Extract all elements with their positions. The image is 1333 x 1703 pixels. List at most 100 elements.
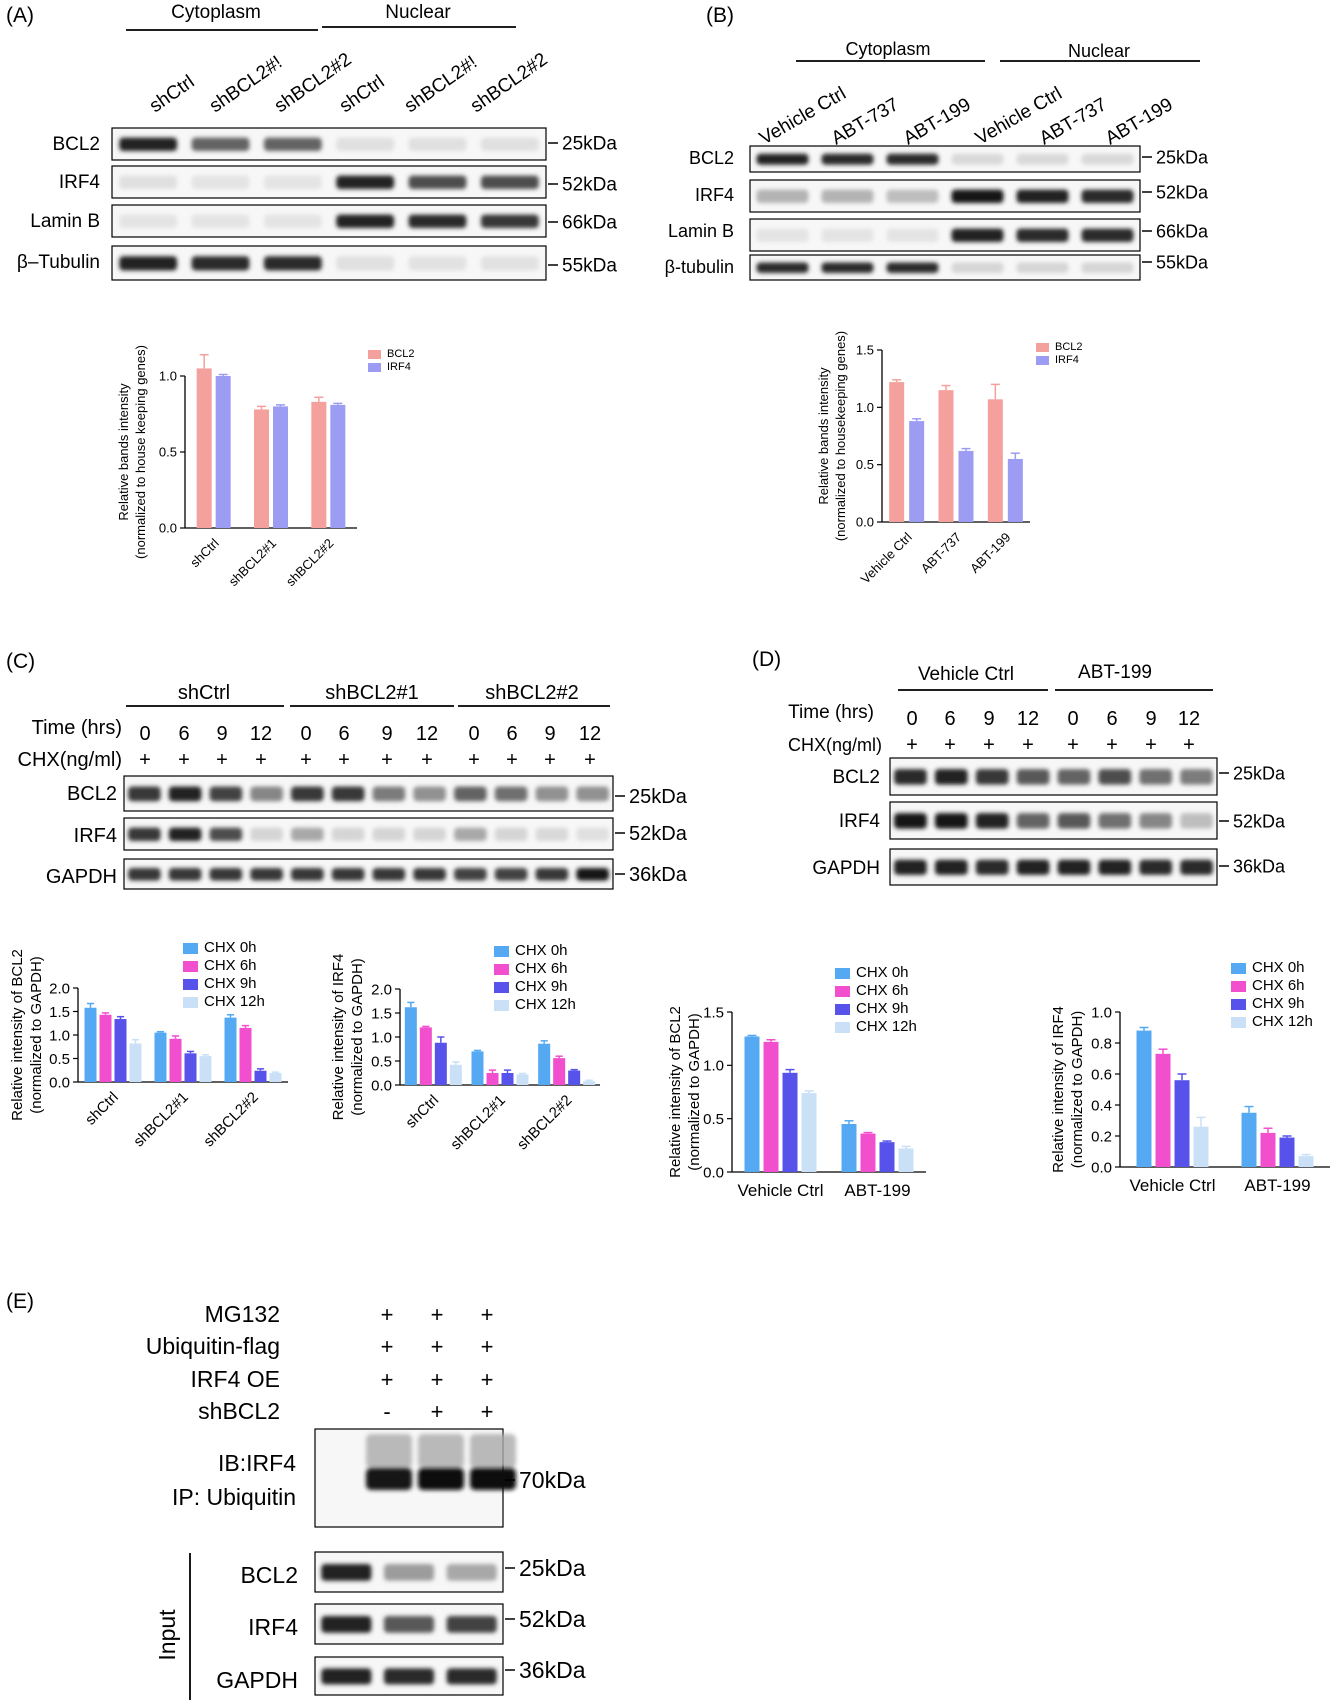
legend-swatch	[1036, 356, 1049, 365]
band	[1057, 769, 1091, 785]
legend-entry: CHX 12h	[204, 993, 265, 1010]
y-tick-label: 0.6	[1091, 1066, 1112, 1083]
row-label: BCL2	[52, 134, 100, 155]
bar-chx-12h	[1193, 1126, 1209, 1167]
smear	[366, 1434, 412, 1468]
band	[756, 153, 809, 165]
y-tick-label: 0.0	[703, 1164, 724, 1181]
bar-chx-9h	[434, 1042, 447, 1085]
condition-value: +	[381, 1302, 394, 1327]
row-label: BCL2	[67, 783, 117, 805]
band	[1016, 262, 1069, 273]
band	[576, 786, 609, 802]
bar-chx-0h	[744, 1036, 760, 1172]
band	[413, 827, 446, 842]
time-value: 12	[250, 723, 272, 745]
x-tick-label: Vehicle Ctrl	[738, 1181, 824, 1200]
bar-chx-0h	[1241, 1112, 1257, 1167]
legend-entry: CHX 9h	[515, 978, 568, 995]
band	[336, 214, 395, 229]
band	[1081, 228, 1134, 243]
bar-chx-6h	[553, 1058, 566, 1085]
band	[1057, 859, 1091, 875]
band	[128, 868, 161, 881]
bar-chx-6h	[419, 1027, 432, 1085]
band	[128, 827, 161, 842]
condition-value: +	[431, 1302, 444, 1327]
band	[291, 786, 324, 802]
band	[119, 175, 178, 190]
mw-label: 36kDa	[1233, 856, 1286, 876]
mw-label: 52kDa	[519, 1606, 586, 1632]
row-label: GAPDH	[812, 858, 880, 879]
band	[331, 827, 365, 842]
mw-marker: 25kDa	[548, 134, 617, 155]
blot-B-0	[749, 145, 1141, 173]
legend-swatch	[368, 350, 381, 359]
row-label: Lamin B	[30, 211, 100, 232]
bar-chx-6h	[169, 1038, 182, 1082]
y-axis-label-line1: Relative intensity of BCL2	[9, 949, 26, 1121]
band	[951, 262, 1004, 273]
time-value: 6	[944, 708, 955, 730]
x-tick-label: ABT-737	[918, 530, 964, 576]
bar-irf4	[909, 421, 925, 522]
band	[886, 189, 939, 204]
mw-label: 25kDa	[1156, 147, 1209, 167]
group-label: Nuclear	[385, 2, 451, 23]
band	[1081, 153, 1134, 165]
chx-value: +	[216, 749, 228, 771]
time-value: 12	[1017, 708, 1039, 730]
mw-label: 55kDa	[1156, 252, 1209, 272]
legend-swatch	[835, 1022, 850, 1033]
bar-chart-D-BCL2: 0.0 0.5 1.0 1.5 Vehicle Ctrl ABT-199 Relative …	[667, 964, 926, 1200]
time-value: 0	[139, 723, 150, 745]
x-tick-label: Vehicle Ctrl	[858, 529, 915, 586]
y-tick-label: 0.2	[1091, 1128, 1112, 1145]
band	[934, 769, 968, 785]
mw-marker: 55kDa	[1142, 252, 1209, 272]
chx-value: +	[1022, 734, 1034, 756]
band	[480, 214, 539, 229]
band	[336, 137, 395, 152]
lane-label: shBCL2#2	[467, 49, 552, 117]
band	[480, 175, 539, 190]
band	[1180, 769, 1213, 785]
y-tick-label: 1.0	[159, 369, 177, 384]
bar-irf4	[330, 404, 346, 528]
bar-chx-9h	[254, 1070, 267, 1082]
chx-value: +	[1183, 734, 1195, 756]
ip-label: IP: Ubiquitin	[172, 1484, 296, 1510]
band	[1139, 813, 1173, 829]
band	[191, 137, 250, 152]
panel-label-D: (D)	[752, 648, 781, 671]
panel-label-E: (E)	[6, 1290, 34, 1313]
chx-value: +	[468, 749, 480, 771]
mw-marker: 25kDa	[615, 786, 688, 808]
chx-value: +	[944, 734, 956, 756]
band	[1016, 769, 1050, 785]
y-axis-label-line2: (normalized to house keeping genes)	[133, 345, 148, 559]
bar-chx-6h	[1260, 1132, 1276, 1167]
x-tick-label: ABT-199	[967, 530, 1013, 576]
condition-value: +	[381, 1334, 394, 1359]
blot-A-3	[111, 245, 547, 281]
x-tick-label: shBCL2#1	[130, 1089, 192, 1151]
legend-swatch	[368, 363, 381, 372]
band	[263, 256, 322, 271]
mw-marker: 36kDa	[505, 1657, 586, 1683]
bar-chx-12h	[269, 1073, 282, 1082]
lane-label: shBCL2#!	[401, 52, 481, 117]
band	[372, 827, 406, 842]
mw-label: 66kDa	[562, 213, 617, 234]
row-label: IRF4	[839, 811, 881, 832]
mw-marker: 52kDa	[615, 823, 688, 845]
band	[576, 827, 609, 842]
bar-chart-C-BCL2: 0.0 0.5 1.0 1.5 2.0 shCtrl shBCL2#1 shBCL2#2 Rel…	[9, 939, 288, 1150]
band	[336, 256, 395, 271]
y-axis-label-line2: (normalized to GAPDH)	[686, 1013, 703, 1171]
mw-label: 52kDa	[1156, 182, 1209, 202]
blot-frame	[111, 245, 547, 281]
band	[413, 868, 446, 881]
